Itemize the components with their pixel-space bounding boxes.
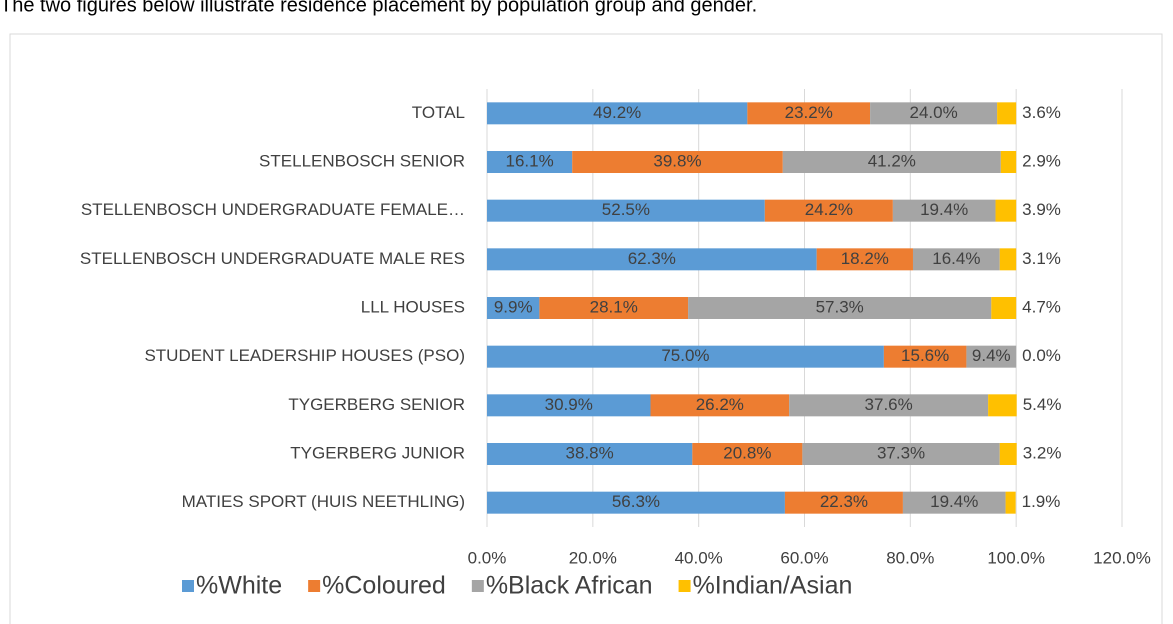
x-tick-label: 80.0% — [886, 548, 934, 567]
bar-segment — [487, 248, 817, 271]
bar-segment — [487, 491, 785, 514]
data-label: 16.4% — [932, 249, 980, 268]
bar-segment — [995, 199, 1017, 222]
y-tick-label: TYGERBERG SENIOR — [288, 395, 465, 414]
data-label: 5.4% — [1023, 395, 1062, 414]
x-tick-label: 120.0% — [1093, 548, 1151, 567]
bar-segment — [883, 345, 967, 368]
data-label: 24.0% — [910, 103, 958, 122]
bar-segment — [487, 443, 693, 465]
data-label: 3.1% — [1022, 249, 1061, 268]
bar-segment — [892, 199, 996, 222]
bar-segment — [487, 151, 573, 173]
y-tick-label: STELLENBOSCH UNDERGRADUATE MALE RES — [80, 249, 465, 268]
bar-segment — [988, 394, 1017, 417]
bar-segment — [870, 102, 998, 125]
data-label: 26.2% — [696, 395, 744, 414]
data-label: 57.3% — [816, 297, 864, 316]
data-label: 1.9% — [1022, 492, 1061, 511]
data-label: 37.6% — [865, 395, 913, 414]
bar-segment — [997, 102, 1017, 125]
intro-text: The two figures below illustrate residen… — [0, 0, 757, 16]
bar-segment — [692, 443, 803, 465]
bar-segment — [966, 345, 1017, 368]
data-label: 28.1% — [590, 297, 638, 316]
data-label: 4.7% — [1022, 297, 1061, 316]
bar-segment — [999, 248, 1017, 271]
data-label: 3.9% — [1022, 200, 1061, 219]
y-tick-label: TYGERBERG JUNIOR — [290, 443, 465, 462]
x-tick-label: 40.0% — [675, 548, 723, 567]
data-label: 15.6% — [901, 346, 949, 365]
data-label: 16.1% — [505, 151, 553, 170]
data-label: 18.2% — [841, 249, 889, 268]
bar-segment — [487, 199, 765, 222]
legend-swatch — [678, 580, 691, 592]
x-tick-label: 20.0% — [569, 548, 617, 567]
x-tick-label: 60.0% — [780, 548, 828, 567]
legend-swatch — [182, 580, 194, 592]
bar-segment — [650, 394, 790, 417]
data-label: 0.0% — [1022, 346, 1061, 365]
y-tick-label: MATIES SPORT (HUIS NEETHLING) — [182, 492, 465, 511]
data-label: 41.2% — [868, 151, 916, 170]
bar-segment — [764, 199, 893, 222]
data-label: 19.4% — [920, 200, 968, 219]
legend-label: %Coloured — [322, 572, 446, 600]
data-label: 37.3% — [877, 443, 925, 462]
legend-swatch — [471, 580, 484, 592]
x-tick-label: 0.0% — [468, 548, 507, 567]
bar-segment — [487, 297, 540, 319]
data-label: 22.3% — [820, 492, 868, 511]
bar-segment — [784, 491, 903, 514]
y-tick-label: STUDENT LEADERSHIP HOUSES (PSO) — [144, 346, 465, 365]
y-tick-label: LLL HOUSES — [361, 297, 465, 316]
legend-label: %Indian/Asian — [693, 572, 853, 600]
chart-frame — [9, 33, 1163, 624]
bar-segment — [487, 102, 748, 125]
data-label: 3.6% — [1022, 103, 1061, 122]
bar-segment — [688, 297, 992, 319]
bar-segment — [789, 394, 989, 417]
bar-segment — [782, 151, 1001, 173]
data-label: 30.9% — [545, 395, 593, 414]
bar-segment — [912, 248, 1000, 271]
data-label: 9.9% — [494, 297, 533, 316]
data-label: 62.3% — [628, 249, 676, 268]
legend-label: %Black African — [486, 572, 653, 600]
data-label: 19.4% — [930, 492, 978, 511]
y-tick-label: TOTAL — [412, 103, 465, 122]
data-label: 20.8% — [723, 443, 771, 462]
legend-swatch — [308, 580, 321, 592]
legend-label: %White — [196, 572, 282, 600]
y-tick-label: STELLENBOSCH UNDERGRADUATE FEMALE… — [81, 200, 465, 219]
bar-segment — [902, 491, 1006, 514]
data-label: 23.2% — [785, 103, 833, 122]
bar-segment — [1005, 491, 1016, 514]
bar-segment — [816, 248, 913, 271]
data-label: 24.2% — [805, 200, 853, 219]
bar-segment — [999, 443, 1017, 465]
data-label: 49.2% — [593, 103, 641, 122]
x-tick-label: 100.0% — [987, 548, 1045, 567]
data-label: 3.2% — [1023, 443, 1062, 462]
data-label: 52.5% — [602, 200, 650, 219]
bar-segment — [1000, 151, 1017, 173]
bar-segment — [539, 297, 689, 319]
data-label: 75.0% — [661, 346, 709, 365]
data-label: 38.8% — [566, 443, 614, 462]
bar-segment — [487, 394, 651, 417]
bar-segment — [991, 297, 1017, 319]
data-label: 2.9% — [1022, 151, 1061, 170]
data-label: 39.8% — [653, 151, 701, 170]
bar-segment — [747, 102, 871, 125]
bar-segment — [572, 151, 783, 173]
y-tick-label: STELLENBOSCH SENIOR — [259, 151, 465, 170]
data-label: 9.4% — [972, 346, 1011, 365]
bar-segment — [802, 443, 1000, 465]
data-label: 56.3% — [612, 492, 660, 511]
bar-segment — [487, 345, 884, 368]
